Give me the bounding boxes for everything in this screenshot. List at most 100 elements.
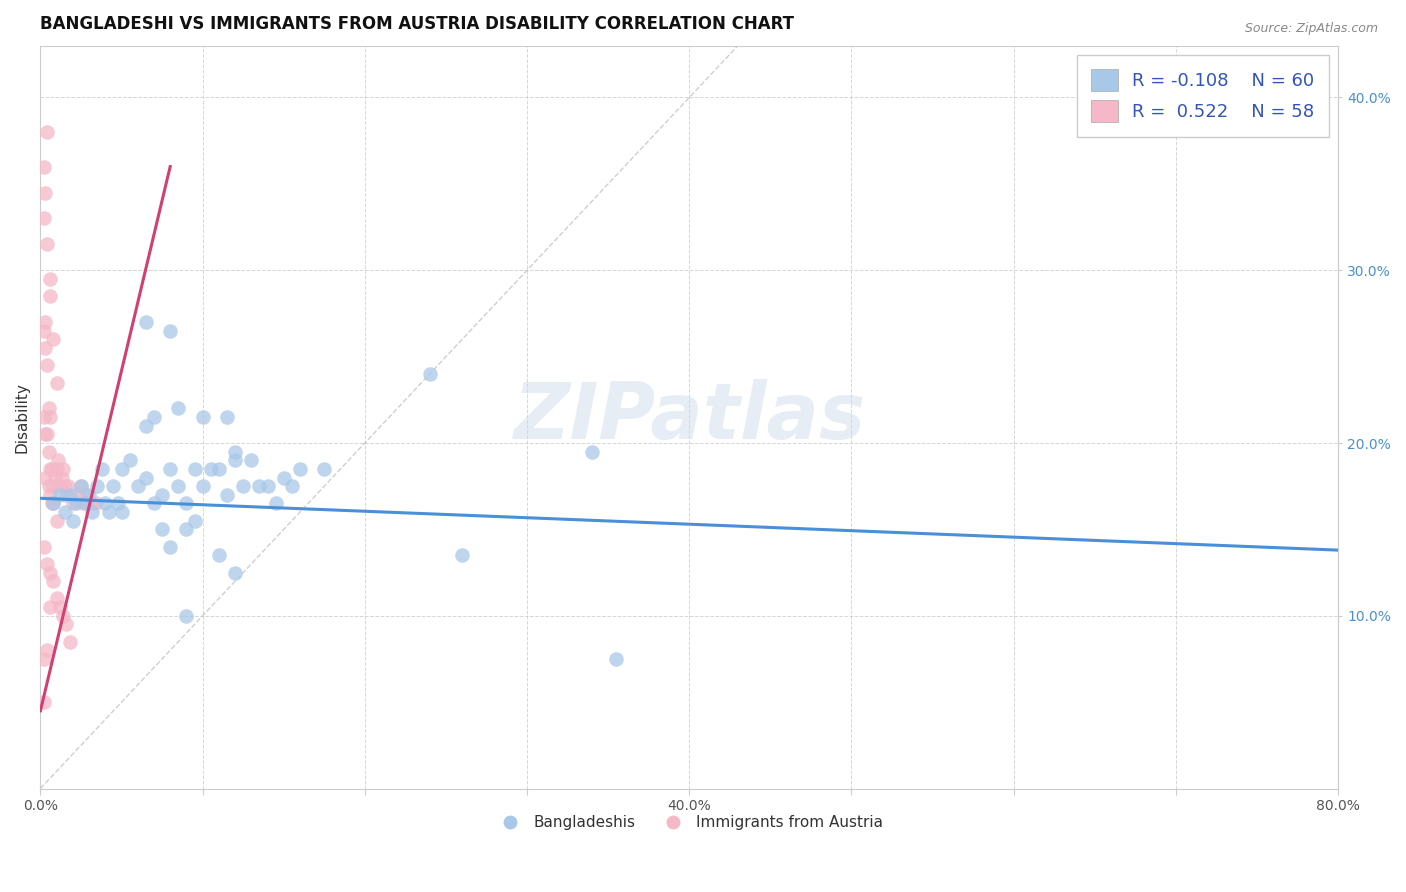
Point xyxy=(419,367,441,381)
Point xyxy=(42,496,65,510)
Point xyxy=(52,462,75,476)
Point xyxy=(215,410,238,425)
Point xyxy=(70,479,93,493)
Point xyxy=(94,496,117,510)
Point xyxy=(38,401,60,416)
Point xyxy=(110,505,132,519)
Point xyxy=(45,514,67,528)
Point xyxy=(55,488,77,502)
Point xyxy=(135,470,157,484)
Point xyxy=(35,557,58,571)
Point xyxy=(159,540,181,554)
Point xyxy=(75,488,97,502)
Point xyxy=(65,488,87,502)
Point xyxy=(32,324,55,338)
Point xyxy=(62,496,84,510)
Point xyxy=(32,695,55,709)
Point xyxy=(38,479,60,493)
Point xyxy=(150,522,173,536)
Point xyxy=(59,634,82,648)
Y-axis label: Disability: Disability xyxy=(15,382,30,452)
Point xyxy=(224,566,246,580)
Point xyxy=(42,479,65,493)
Point xyxy=(39,410,62,425)
Point xyxy=(51,470,73,484)
Point xyxy=(451,549,474,563)
Point xyxy=(247,479,270,493)
Point xyxy=(32,652,55,666)
Point xyxy=(127,479,149,493)
Point xyxy=(44,470,66,484)
Point xyxy=(39,289,62,303)
Point xyxy=(215,488,238,502)
Point xyxy=(49,479,72,493)
Point xyxy=(86,479,108,493)
Point xyxy=(46,453,69,467)
Point xyxy=(264,496,287,510)
Point xyxy=(35,427,58,442)
Point xyxy=(42,332,65,346)
Point xyxy=(34,315,56,329)
Point xyxy=(143,410,166,425)
Point xyxy=(34,186,56,200)
Point xyxy=(240,453,263,467)
Point xyxy=(32,410,55,425)
Point xyxy=(45,376,67,390)
Point xyxy=(84,496,107,510)
Point xyxy=(49,488,72,502)
Point xyxy=(288,462,311,476)
Point xyxy=(35,125,58,139)
Point xyxy=(62,514,84,528)
Point xyxy=(143,496,166,510)
Point xyxy=(32,540,55,554)
Point xyxy=(41,462,63,476)
Point xyxy=(55,617,77,632)
Point xyxy=(110,462,132,476)
Point xyxy=(45,591,67,606)
Point xyxy=(42,496,65,510)
Point xyxy=(65,496,87,510)
Point xyxy=(53,479,76,493)
Text: ZIPatlas: ZIPatlas xyxy=(513,379,865,455)
Point xyxy=(150,488,173,502)
Point xyxy=(39,272,62,286)
Point xyxy=(232,479,254,493)
Point xyxy=(281,479,304,493)
Point xyxy=(224,453,246,467)
Point xyxy=(53,505,76,519)
Point xyxy=(32,160,55,174)
Point xyxy=(34,341,56,355)
Point xyxy=(45,462,67,476)
Point xyxy=(208,549,231,563)
Legend: Bangladeshis, Immigrants from Austria: Bangladeshis, Immigrants from Austria xyxy=(489,809,890,837)
Point xyxy=(39,566,62,580)
Point xyxy=(200,462,222,476)
Point xyxy=(82,505,104,519)
Point xyxy=(159,462,181,476)
Point xyxy=(42,574,65,589)
Point xyxy=(39,462,62,476)
Point xyxy=(39,600,62,615)
Point xyxy=(91,462,114,476)
Point xyxy=(77,488,100,502)
Point xyxy=(52,608,75,623)
Point xyxy=(34,427,56,442)
Point xyxy=(183,462,205,476)
Text: Source: ZipAtlas.com: Source: ZipAtlas.com xyxy=(1244,22,1378,36)
Point xyxy=(49,600,72,615)
Point xyxy=(72,496,94,510)
Point xyxy=(35,358,58,372)
Point xyxy=(183,514,205,528)
Point xyxy=(176,608,198,623)
Point xyxy=(32,211,55,226)
Point xyxy=(176,522,198,536)
Point xyxy=(39,488,62,502)
Point xyxy=(41,496,63,510)
Point xyxy=(82,496,104,510)
Point xyxy=(34,470,56,484)
Point xyxy=(208,462,231,476)
Point xyxy=(176,496,198,510)
Point xyxy=(191,479,214,493)
Point xyxy=(314,462,336,476)
Point xyxy=(103,479,125,493)
